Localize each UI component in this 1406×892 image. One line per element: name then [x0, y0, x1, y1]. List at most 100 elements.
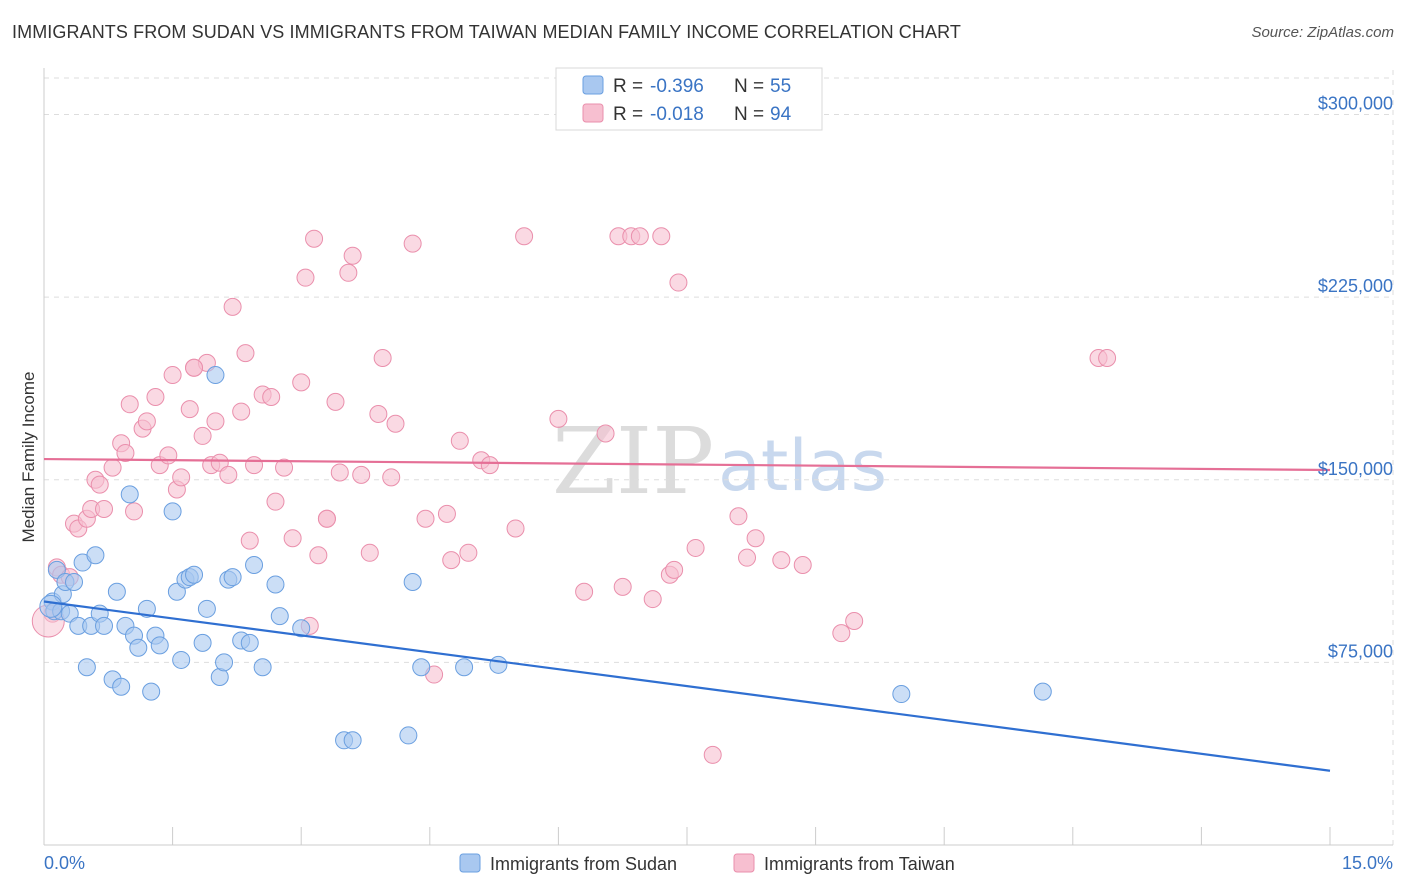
sudan-point — [403, 573, 422, 592]
taiwan-point — [146, 387, 165, 406]
taiwan-point — [210, 453, 229, 472]
watermark: ZIP atlas — [552, 408, 887, 515]
bottom-legend-taiwan: Immigrants from Taiwan — [764, 854, 955, 874]
sudan-point — [197, 599, 216, 618]
source-credit: Source: ZipAtlas.com — [1251, 24, 1394, 41]
taiwan-point — [172, 468, 191, 487]
sudan-point — [343, 731, 362, 750]
sudan-point — [65, 573, 84, 592]
taiwan-point — [506, 519, 525, 538]
sudan-point — [215, 653, 234, 672]
y-tick-label-75k: $75,000 — [1328, 641, 1393, 661]
taiwan-point — [125, 502, 144, 521]
chart-title: IMMIGRANTS FROM SUDAN VS IMMIGRANTS FROM… — [12, 22, 961, 42]
taiwan-point — [352, 465, 371, 484]
taiwan-point — [232, 402, 251, 421]
taiwan-point — [116, 443, 135, 462]
sudan-point — [77, 658, 96, 677]
x-tick-label-max: 15.0% — [1342, 853, 1393, 873]
sudan-point — [185, 565, 204, 584]
taiwan-point — [296, 268, 315, 287]
legend-swatch-taiwan — [582, 103, 604, 123]
sudan-points — [39, 366, 1052, 750]
sudan-point-cluster — [39, 594, 63, 618]
taiwan-point — [137, 412, 156, 431]
legend-sudan-r-label: R = — [613, 76, 643, 97]
taiwan-point — [515, 227, 534, 246]
taiwan-point — [382, 468, 401, 487]
bottom-legend-swatch-taiwan — [733, 853, 755, 873]
sudan-point — [129, 638, 148, 657]
sudan-point — [245, 555, 264, 574]
taiwan-point — [373, 349, 392, 368]
taiwan-point — [339, 263, 358, 282]
taiwan-point — [163, 366, 182, 385]
sudan-point — [167, 582, 186, 601]
taiwan-point — [240, 531, 259, 550]
taiwan-point — [95, 499, 114, 518]
taiwan-point — [180, 400, 199, 419]
taiwan-points — [31, 227, 1117, 764]
y-tick-label-300k: $300,000 — [1318, 94, 1393, 114]
bottom-legend-sudan: Immigrants from Sudan — [490, 854, 677, 874]
series-legend: Immigrants from Sudan Immigrants from Ta… — [459, 853, 955, 874]
taiwan-point — [245, 456, 264, 475]
taiwan-point — [283, 529, 302, 548]
sudan-point — [412, 658, 431, 677]
x-tick-label-min: 0.0% — [44, 853, 85, 873]
sudan-trend-line — [43, 600, 1331, 772]
sudan-point — [112, 677, 131, 696]
legend-sudan-n-value: 55 — [770, 76, 791, 97]
legend-sudan-r-value: -0.396 — [650, 76, 704, 97]
taiwan-point — [686, 538, 705, 557]
taiwan-point — [613, 577, 632, 596]
legend-taiwan-r-value: -0.018 — [650, 104, 704, 125]
taiwan-point — [403, 234, 422, 253]
sudan-point — [270, 607, 289, 626]
trend-lines — [43, 457, 1331, 772]
taiwan-point — [459, 543, 478, 562]
taiwan-point — [442, 551, 461, 570]
taiwan-point — [575, 582, 594, 601]
taiwan-point — [185, 358, 204, 377]
taiwan-point — [772, 551, 791, 570]
sudan-point — [892, 685, 911, 704]
taiwan-point — [317, 509, 336, 528]
taiwan-point — [549, 409, 568, 428]
taiwan-point — [262, 387, 281, 406]
taiwan-point — [386, 414, 405, 433]
taiwan-point — [326, 392, 345, 411]
taiwan-point — [793, 555, 812, 574]
sudan-point — [1033, 682, 1052, 701]
y-tick-labels: $75,000 $150,000 $225,000 $300,000 — [1318, 94, 1393, 662]
sudan-point — [193, 633, 212, 652]
taiwan-point — [159, 446, 178, 465]
taiwan-point — [652, 227, 671, 246]
legend-taiwan-r-label: R = — [613, 104, 643, 125]
y-tick-label-225k: $225,000 — [1318, 276, 1393, 296]
taiwan-point — [437, 504, 456, 523]
taiwan-point — [343, 246, 362, 265]
taiwan-point — [90, 475, 109, 494]
sudan-point — [137, 599, 156, 618]
y-tick-label-150k: $150,000 — [1318, 459, 1393, 479]
legend-taiwan-n-value: 94 — [770, 104, 792, 125]
legend-taiwan-n-label: N = — [734, 104, 764, 125]
sudan-point — [455, 658, 474, 677]
sudan-point — [150, 636, 169, 655]
sudan-point — [172, 650, 191, 669]
sudan-point — [95, 616, 114, 635]
stats-legend: R = -0.396 N = 55 R = -0.018 N = 94 — [555, 67, 823, 131]
taiwan-point — [729, 507, 748, 526]
taiwan-point — [480, 456, 499, 475]
sudan-point — [489, 655, 508, 674]
taiwan-point — [665, 560, 684, 579]
taiwan-point — [369, 405, 388, 424]
taiwan-point — [330, 463, 349, 482]
taiwan-point — [236, 344, 255, 363]
taiwan-point — [103, 458, 122, 477]
sudan-point — [142, 682, 161, 701]
axes — [43, 68, 1393, 846]
taiwan-point — [832, 624, 851, 643]
